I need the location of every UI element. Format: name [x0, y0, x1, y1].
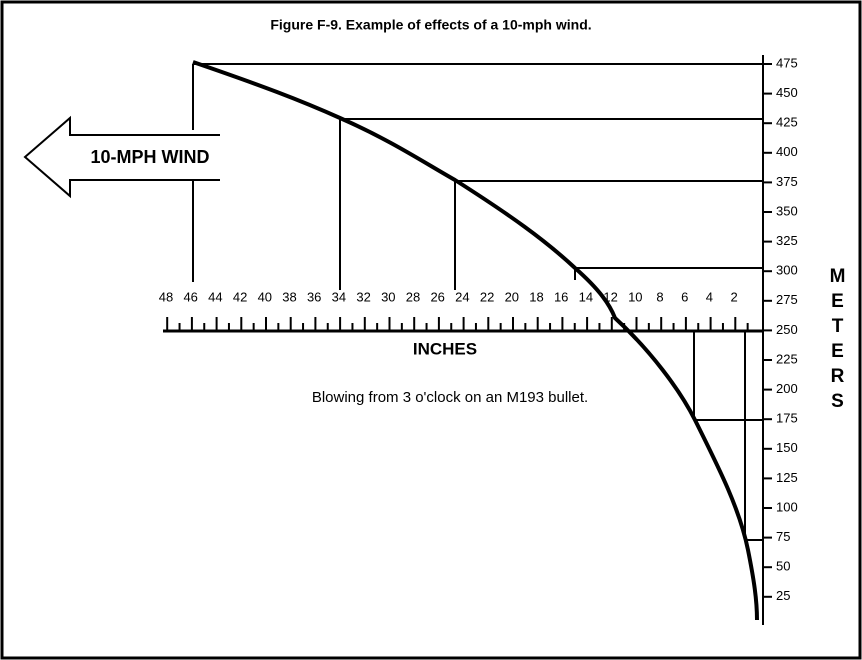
inch-tick-label: 26 [430, 289, 444, 304]
wind-arrow [23, 115, 220, 199]
guides [163, 55, 764, 625]
meter-tick-label: 325 [776, 233, 798, 248]
meter-tick-label: 150 [776, 440, 798, 455]
inch-tick-label: 4 [706, 289, 713, 304]
inch-tick-label: 48 [159, 289, 173, 304]
meter-tick-label: 50 [776, 559, 790, 574]
meter-tick-label: 375 [776, 174, 798, 189]
inch-tick-label: 22 [480, 289, 494, 304]
meter-tick-label: 425 [776, 115, 798, 130]
meter-tick-label: 75 [776, 529, 790, 544]
caption: Blowing from 3 o'clock on an M193 bullet… [312, 389, 588, 406]
meter-tick-label: 25 [776, 588, 790, 603]
meter-tick-label: 400 [776, 144, 798, 159]
inch-tick-label: 34 [332, 289, 346, 304]
inches-label: INCHES [413, 339, 477, 358]
meter-tick-label: 100 [776, 499, 798, 514]
meter-tick-label: 450 [776, 85, 798, 100]
meter-tick-label: 175 [776, 411, 798, 426]
meter-tick-label: 300 [776, 263, 798, 278]
inch-tick-label: 14 [579, 289, 593, 304]
inch-tick-label: 20 [505, 289, 519, 304]
inch-tick-label: 28 [406, 289, 420, 304]
title: Figure F-9. Example of effects of a 10-m… [270, 17, 591, 33]
inch-tick-label: 32 [356, 289, 370, 304]
inch-tick-label: 46 [183, 289, 197, 304]
inch-tick-label: 42 [233, 289, 247, 304]
inch-tick-label: 24 [455, 289, 469, 304]
inch-tick-label: 2 [730, 289, 737, 304]
meter-tick-label: 350 [776, 203, 798, 218]
meter-tick-label: 200 [776, 381, 798, 396]
meter-tick-label: 275 [776, 292, 798, 307]
inch-tick-label: 6 [681, 289, 688, 304]
inch-tick-label: 38 [282, 289, 296, 304]
inch-tick-label: 18 [529, 289, 543, 304]
meters-label: METERS [827, 266, 848, 416]
meter-tick-label: 475 [776, 55, 798, 70]
inch-tick-label: 30 [381, 289, 395, 304]
inch-tick-label: 36 [307, 289, 321, 304]
inch-tick-label: 12 [603, 289, 617, 304]
inch-tick-label: 8 [656, 289, 663, 304]
meter-tick-label: 125 [776, 470, 798, 485]
inch-tick-label: 10 [628, 289, 642, 304]
inch-tick-label: 16 [554, 289, 568, 304]
inch-tick-label: 44 [208, 289, 222, 304]
wind-label: 10-MPH WIND [90, 147, 209, 167]
meter-tick-label: 225 [776, 351, 798, 366]
inch-tick-label: 40 [258, 289, 272, 304]
meter-tick-label: 250 [776, 322, 798, 337]
